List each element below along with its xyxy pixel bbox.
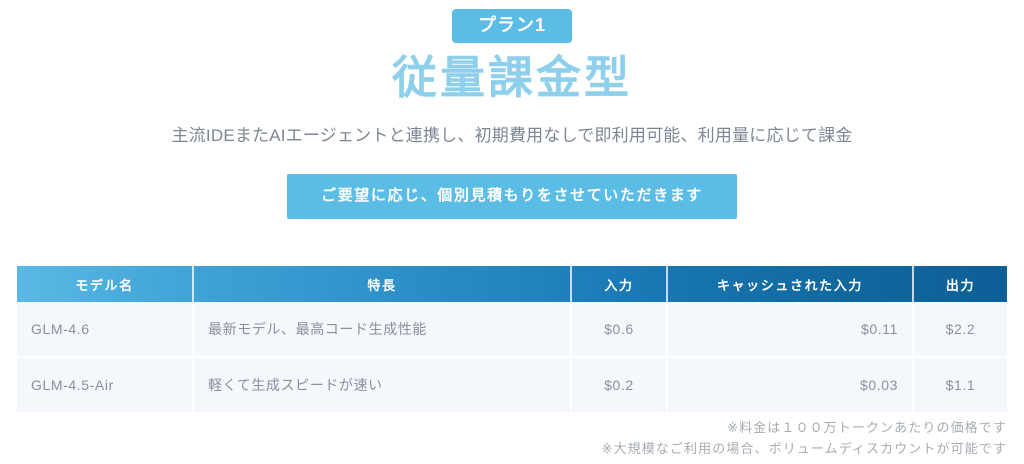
column-header-feature: 特長 <box>193 266 572 302</box>
cell-feature: 最新モデル、最高コード生成性能 <box>193 302 572 358</box>
cell-model: GLM-4.5-Air <box>17 357 194 412</box>
column-header-input: 入力 <box>571 266 668 302</box>
cell-input: $0.6 <box>571 302 668 358</box>
cell-model: GLM-4.6 <box>17 302 194 358</box>
cell-feature: 軽くて生成スピードが速い <box>193 357 572 412</box>
cell-input: $0.2 <box>571 357 668 412</box>
pricing-table-body: GLM-4.6 最新モデル、最高コード生成性能 $0.6 $0.11 $2.2 … <box>17 302 1007 412</box>
column-header-model: モデル名 <box>17 266 194 302</box>
plan-badge: プラン1 <box>451 9 572 43</box>
footnote-token-price: ※料金は１００万トークンあたりの価格です <box>727 420 1007 435</box>
pricing-table-head: モデル名 特長 入力 キャッシュされた入力 出力 <box>17 266 1007 302</box>
page-subtitle: 主流IDEまたAIエージェントと連携し、初期費用なしで即利用可能、利用量に応じて… <box>171 126 853 146</box>
plan-badge-row: プラン1 <box>0 0 1024 43</box>
cell-cached: $0.11 <box>667 302 914 358</box>
pricing-table-wrapper: モデル名 特長 入力 キャッシュされた入力 出力 GLM-4.6 最新モデル、最… <box>17 266 1007 412</box>
cell-output: $2.2 <box>913 302 1007 358</box>
table-header-row: モデル名 特長 入力 キャッシュされた入力 出力 <box>17 266 1007 302</box>
page-title-row: 従量課金型 <box>0 52 1024 104</box>
custom-quote-banner[interactable]: ご要望に応じ、個別見積もりをさせていただきます <box>287 173 737 219</box>
quote-banner-row: ご要望に応じ、個別見積もりをさせていただきます <box>0 173 1024 219</box>
pricing-table: モデル名 特長 入力 キャッシュされた入力 出力 GLM-4.6 最新モデル、最… <box>17 266 1007 412</box>
cell-cached: $0.03 <box>667 357 914 412</box>
table-row: GLM-4.5-Air 軽くて生成スピードが速い $0.2 $0.03 $1.1 <box>17 357 1007 412</box>
footnote-volume-discount: ※大規模なご利用の場合、ボリュームディスカウントが可能です <box>601 441 1007 456</box>
table-row: GLM-4.6 最新モデル、最高コード生成性能 $0.6 $0.11 $2.2 <box>17 302 1007 358</box>
cell-output: $1.1 <box>913 357 1007 412</box>
page-title: 従量課金型 <box>391 51 632 103</box>
page-subtitle-row: 主流IDEまたAIエージェントと連携し、初期費用なしで即利用可能、利用量に応じて… <box>0 125 1024 147</box>
column-header-output: 出力 <box>945 277 976 293</box>
column-header-cached: キャッシュされた入力 <box>667 266 914 302</box>
footnotes: ※料金は１００万トークンあたりの価格です ※大規模なご利用の場合、ボリュームディ… <box>602 417 1008 459</box>
